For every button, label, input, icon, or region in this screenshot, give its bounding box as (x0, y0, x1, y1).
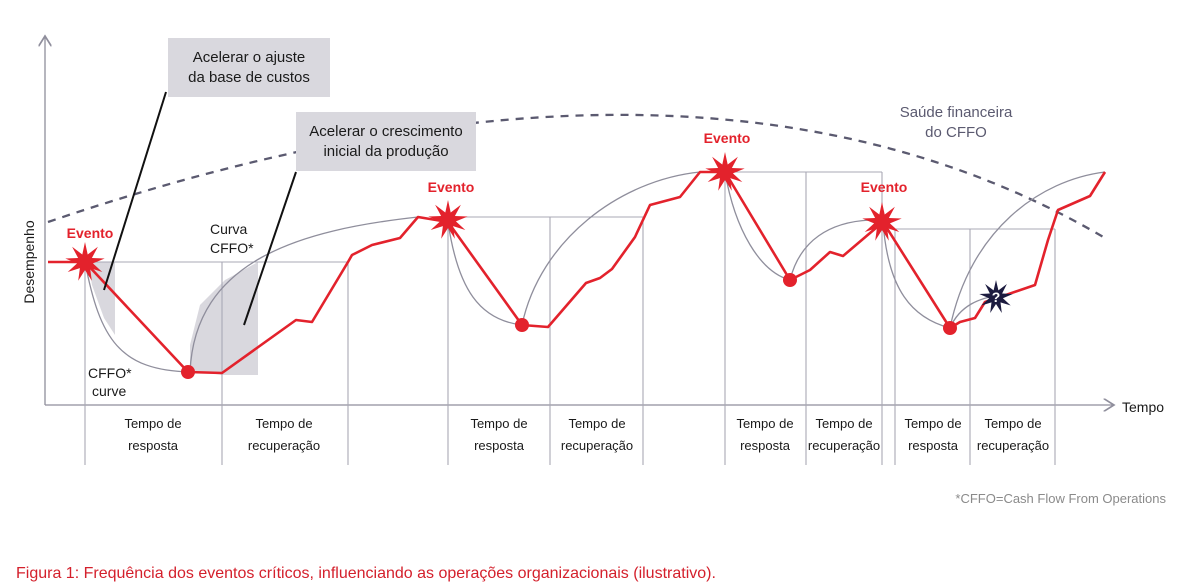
event-star-1 (65, 242, 105, 281)
footnote: *CFFO=Cash Flow From Operations (955, 491, 1166, 506)
callout-leader-cost (103, 91, 167, 291)
curva-cffo-label-1: Curva (210, 221, 248, 237)
phase-label-5b: resposta (740, 438, 791, 453)
figure-caption: Figura 1: Frequência dos eventos crítico… (16, 565, 716, 582)
callout-growth: Acelerar o crescimento inicial da produç… (296, 112, 476, 171)
event-label-4: Evento (861, 179, 908, 195)
phase-label-8b: recuperação (977, 438, 1049, 453)
cffo-curve-4 (882, 221, 951, 329)
low-point-1 (181, 365, 195, 379)
low-point-2 (515, 318, 529, 332)
low-point-4 (943, 321, 957, 335)
x-axis-label: Tempo (1122, 399, 1164, 415)
cffo-curve-1 (84, 261, 191, 373)
event-label-3: Evento (704, 130, 751, 146)
unknown-event-symbol: ? (992, 289, 1001, 305)
phase-label-7b: resposta (908, 438, 959, 453)
financial-health-label-2: do CFFO (925, 124, 987, 141)
axes: Desempenho Tempo (21, 36, 1164, 415)
event-label-1: Evento (67, 225, 114, 241)
phase-label-6b: recuperação (808, 438, 880, 453)
phase-label-4b: recuperação (561, 438, 633, 453)
phase-label-7a: Tempo de (904, 416, 961, 431)
phase-label-1b: resposta (128, 438, 179, 453)
callout-leader-growth (243, 171, 297, 326)
cffo-curve-4-rise-a (949, 171, 1106, 329)
phase-label-5a: Tempo de (736, 416, 793, 431)
unknown-event-star (979, 280, 1013, 313)
event-markers (65, 152, 902, 281)
callout-line-2: inicial da produção (323, 143, 448, 160)
y-axis-label: Desempenho (21, 220, 37, 303)
phase-label-3a: Tempo de (470, 416, 527, 431)
cffo-curve-1-rise (189, 216, 419, 373)
phase-label-8a: Tempo de (984, 416, 1041, 431)
financial-health-curve (47, 113, 1106, 239)
phase-label-1a: Tempo de (124, 416, 181, 431)
cffo-curve-3-rise (789, 219, 871, 281)
cffo-curve-2-rise (521, 171, 701, 326)
shaded-region-cost (88, 262, 115, 335)
phase-label-2b: recuperação (248, 438, 320, 453)
phase-label-6a: Tempo de (815, 416, 872, 431)
callout-line-2: da base de custos (188, 69, 310, 86)
cffo-curve-2 (447, 221, 523, 326)
financial-health-label-1: Saúde financeira (900, 104, 1013, 121)
callout-line-1: Acelerar o ajuste (193, 49, 306, 66)
curva-cffo-label-2: CFFO* (210, 240, 254, 256)
callout-cost-base: Acelerar o ajuste da base de custos (168, 38, 330, 97)
callout-box (296, 112, 476, 171)
cffo-curve-label-1: CFFO* (88, 365, 132, 381)
cffo-curve-3 (724, 171, 791, 281)
phase-label-4a: Tempo de (568, 416, 625, 431)
phase-labels: Tempo de resposta Tempo de recuperação T… (124, 416, 1049, 453)
callout-line-1: Acelerar o crescimento (309, 123, 462, 140)
performance-line (48, 170, 1107, 375)
phase-label-2a: Tempo de (255, 416, 312, 431)
low-points (181, 273, 957, 379)
shaded-region-growth (190, 262, 258, 375)
event-star-3 (705, 152, 745, 191)
event-label-2: Evento (428, 179, 475, 195)
event-star-2 (428, 200, 468, 239)
unknown-event-marker: ? (979, 280, 1013, 313)
phase-label-3b: resposta (474, 438, 525, 453)
callout-box (168, 38, 330, 97)
low-point-3 (783, 273, 797, 287)
cffo-curve-label-2: curve (92, 383, 126, 399)
event-star-4 (862, 202, 902, 241)
